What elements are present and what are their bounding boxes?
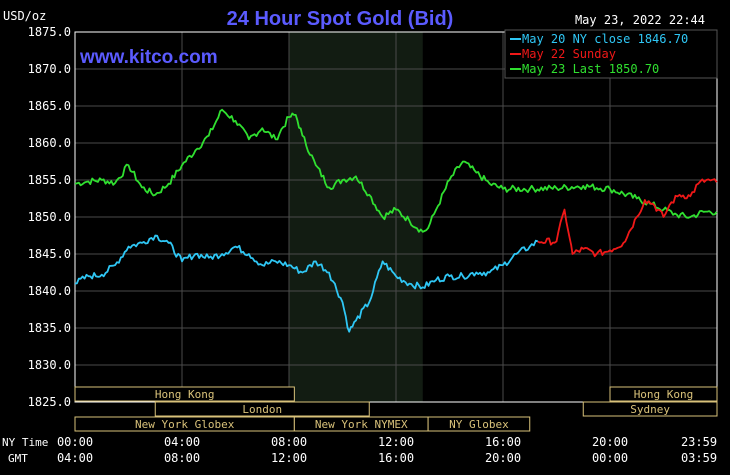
legend-entry: May 23 Last 1850.70 xyxy=(522,62,659,76)
gmt-tick: 04:00 xyxy=(57,451,93,465)
trading-sessions: Hong Kong Hong Kong London Sydney New York G… xyxy=(74,386,718,432)
kitco-watermark: www.kitco.com xyxy=(79,47,218,68)
plot-area xyxy=(74,31,718,403)
gmt-tick: 00:00 xyxy=(592,451,628,465)
session-bar xyxy=(154,401,370,417)
legend-entry: May 20 NY close 1846.70 xyxy=(522,32,688,46)
session-label: Hong Kong xyxy=(634,388,694,401)
y-tick-label: 1830.0 xyxy=(28,358,71,372)
ny-time-tick: 04:00 xyxy=(164,435,200,449)
y-axis-unit-label: USD/oz xyxy=(3,9,46,23)
ny-time-tick: 23:59 xyxy=(681,435,717,449)
gmt-tick: 20:00 xyxy=(485,451,521,465)
legend-box xyxy=(504,29,718,79)
y-tick-label: 1840.0 xyxy=(28,284,71,298)
session-label: New York Globex xyxy=(135,418,235,431)
y-tick-label: 1835.0 xyxy=(28,321,71,335)
ny-time-tick: 20:00 xyxy=(592,435,628,449)
session-label: Hong Kong xyxy=(155,388,215,401)
legend-entry: May 22 Sunday xyxy=(522,47,616,61)
session-bar xyxy=(609,386,718,402)
session-label: Sydney xyxy=(630,403,670,416)
session-label: London xyxy=(242,403,282,416)
gmt-tick: 16:00 xyxy=(378,451,414,465)
ny-time-axis-label: NY Time xyxy=(2,436,48,449)
session-label: New York NYMEX xyxy=(315,418,408,431)
ny-time-tick: 16:00 xyxy=(485,435,521,449)
gmt-tick: 08:00 xyxy=(164,451,200,465)
session-label: NY Globex xyxy=(449,418,509,431)
y-tick-label: 1875.0 xyxy=(28,25,71,39)
session-bar xyxy=(582,401,718,417)
y-tick-label: 1850.0 xyxy=(28,210,71,224)
y-tick-label: 1845.0 xyxy=(28,247,71,261)
gmt-axis-label: GMT xyxy=(8,452,28,465)
y-tick-label: 1825.0 xyxy=(28,395,71,409)
ny-time-tick: 00:00 xyxy=(57,435,93,449)
y-tick-label: 1870.0 xyxy=(28,62,71,76)
ny-time-tick: 08:00 xyxy=(271,435,307,449)
session-bar xyxy=(427,416,531,432)
y-tick-label: 1865.0 xyxy=(28,99,71,113)
y-tick-label: 1855.0 xyxy=(28,173,71,187)
series-line xyxy=(74,234,539,333)
y-axis-tick-labels: 1875.0 1870.0 1865.0 1860.0 1855.0 1850.0 1845… xyxy=(28,25,71,409)
gmt-tick: 12:00 xyxy=(271,451,307,465)
x-axis-tick-labels: 00:00 04:00 08:00 12:00 16:00 20:00 23:59 04:00… xyxy=(57,435,717,465)
session-bar xyxy=(74,386,295,402)
y-tick-label: 1860.0 xyxy=(28,136,71,150)
series-line xyxy=(537,178,718,258)
ny-time-tick: 12:00 xyxy=(378,435,414,449)
series-line xyxy=(74,108,718,233)
gmt-tick: 03:59 xyxy=(681,451,717,465)
chart-title: 24 Hour Spot Gold (Bid) xyxy=(227,8,454,30)
timestamp: May 23, 2022 22:44 xyxy=(575,13,705,27)
price-series xyxy=(74,108,718,333)
